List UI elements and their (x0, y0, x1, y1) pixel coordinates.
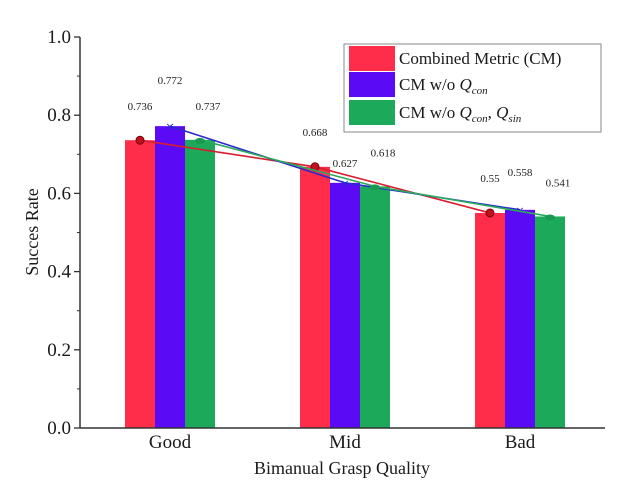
bar-good-series-1 (125, 140, 155, 428)
bar-mid-series-2 (330, 182, 360, 428)
bar-good-series-2 (155, 126, 185, 428)
bar-good-series-3 (185, 139, 215, 428)
marker-series-1-good (135, 135, 145, 145)
bar-mid-series-1 (300, 166, 330, 428)
data-label-series-1-mid: 0.668 (303, 127, 328, 139)
data-label-series-1-bad: 0.55 (480, 173, 500, 185)
data-label-series-2-good: 0.772 (158, 75, 183, 87)
marker-series-2-mid: × (340, 177, 349, 190)
y-tick-label: 0.0 (47, 418, 71, 439)
x-tick-label-good: Good (149, 432, 192, 453)
data-label-series-2-bad: 0.558 (508, 167, 533, 179)
data-label-series-2-mid: 0.627 (333, 158, 358, 170)
trend-lines-layer: × × × (135, 120, 555, 221)
bar-bad-series-1 (475, 212, 505, 428)
bars-layer (125, 126, 565, 428)
legend-swatch-series-3 (349, 100, 395, 125)
marker-series-3-good (195, 137, 205, 144)
marker-series-3-bad (545, 214, 555, 221)
data-label-series-1-good: 0.736 (128, 101, 153, 113)
data-label-series-3-good: 0.737 (196, 101, 221, 113)
legend-label-series-1: Combined Metric (CM) (399, 49, 561, 68)
marker-series-1-bad (485, 208, 495, 218)
data-label-series-3-bad: 0.541 (546, 177, 571, 189)
bar-mid-series-3 (360, 186, 390, 428)
legend-swatch-series-2 (349, 72, 395, 97)
y-ticks-layer: 0.0 0.2 0.4 0.6 0.8 1.0 (47, 27, 80, 439)
y-tick-label: 0.6 (47, 183, 71, 204)
legend-swatch-series-1 (349, 46, 395, 71)
x-axis-title: Bimanual Grasp Quality (254, 458, 430, 478)
bar-bad-series-3 (535, 216, 565, 428)
bar-bad-series-2 (505, 209, 535, 428)
x-tick-label-bad: Bad (505, 432, 536, 453)
x-ticks-layer: Good Mid Bad (149, 432, 536, 453)
y-tick-label: 1.0 (47, 27, 71, 48)
legend-label-series-3: CM w/o Qcon, Qsin (399, 103, 522, 125)
x-tick-label-mid: Mid (329, 432, 361, 453)
marker-series-2-bad: × (515, 204, 524, 217)
y-tick-label: 0.8 (47, 105, 71, 126)
marker-series-2-good: × (165, 120, 174, 133)
data-label-series-3-mid: 0.618 (371, 147, 396, 159)
y-tick-label: 0.4 (47, 262, 71, 283)
legend: Combined Metric (CM) CM w/o Qcon CM w/o Qc… (343, 43, 602, 133)
y-axis-title: Succes Rate (22, 188, 42, 275)
marker-series-3-mid (370, 184, 380, 191)
y-tick-label: 0.2 (47, 340, 71, 361)
data-labels-layer: 0.736 0.668 0.55 0.772 0.627 0.558 0.737 0.618 0… (128, 75, 571, 189)
legend-label-series-2: CM w/o Qcon (399, 75, 488, 97)
